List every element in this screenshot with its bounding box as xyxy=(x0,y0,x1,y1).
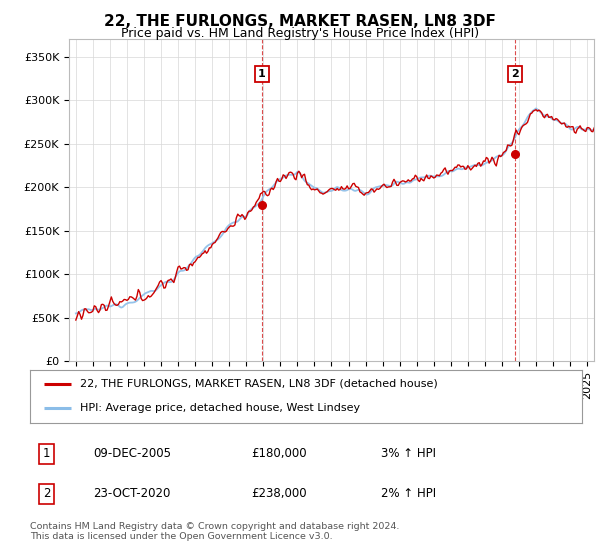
Text: 3% ↑ HPI: 3% ↑ HPI xyxy=(380,447,436,460)
Text: Price paid vs. HM Land Registry's House Price Index (HPI): Price paid vs. HM Land Registry's House … xyxy=(121,27,479,40)
Text: 2% ↑ HPI: 2% ↑ HPI xyxy=(380,487,436,500)
Text: £238,000: £238,000 xyxy=(251,487,307,500)
Text: 2: 2 xyxy=(512,69,519,79)
Text: Contains HM Land Registry data © Crown copyright and database right 2024.
This d: Contains HM Land Registry data © Crown c… xyxy=(30,522,400,542)
Text: £180,000: £180,000 xyxy=(251,447,307,460)
Text: 22, THE FURLONGS, MARKET RASEN, LN8 3DF: 22, THE FURLONGS, MARKET RASEN, LN8 3DF xyxy=(104,14,496,29)
Text: HPI: Average price, detached house, West Lindsey: HPI: Average price, detached house, West… xyxy=(80,403,360,413)
Text: 23-OCT-2020: 23-OCT-2020 xyxy=(94,487,171,500)
Text: 2: 2 xyxy=(43,487,50,500)
Text: 1: 1 xyxy=(258,69,266,79)
Text: 1: 1 xyxy=(43,447,50,460)
Text: 09-DEC-2005: 09-DEC-2005 xyxy=(94,447,172,460)
Text: 22, THE FURLONGS, MARKET RASEN, LN8 3DF (detached house): 22, THE FURLONGS, MARKET RASEN, LN8 3DF … xyxy=(80,379,437,389)
